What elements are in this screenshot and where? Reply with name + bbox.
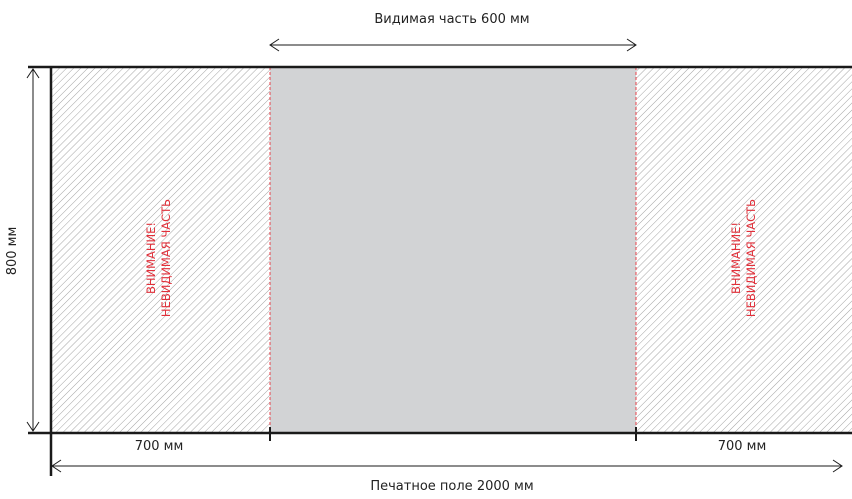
right-invisible-zone xyxy=(636,67,852,433)
print-field-label: Печатное поле 2000 мм xyxy=(370,479,534,494)
left-warning-line2: НЕВИДИМАЯ ЧАСТЬ xyxy=(159,198,173,318)
left-warning-line1: ВНИМАНИЕ! xyxy=(144,221,158,295)
left-invisible-zone xyxy=(52,67,270,433)
left-width-label: 700 мм xyxy=(134,439,184,454)
right-width-label: 700 мм xyxy=(717,439,767,454)
right-warning-line1: ВНИМАНИЕ! xyxy=(729,221,743,295)
left-invisible-warning: ВНИМАНИЕ! НЕВИДИМАЯ ЧАСТЬ xyxy=(144,199,174,317)
right-invisible-warning: ВНИМАНИЕ! НЕВИДИМАЯ ЧАСТЬ xyxy=(729,199,759,317)
height-label: 800 мм xyxy=(5,226,20,276)
total-dimension-arrow xyxy=(51,459,843,473)
height-dimension-arrow xyxy=(26,68,40,432)
visible-zone xyxy=(270,67,636,433)
right-warning-line2: НЕВИДИМАЯ ЧАСТЬ xyxy=(744,198,758,318)
visible-dimension-arrow xyxy=(269,38,637,52)
visible-part-label: Видимая часть 600 мм xyxy=(374,12,530,27)
